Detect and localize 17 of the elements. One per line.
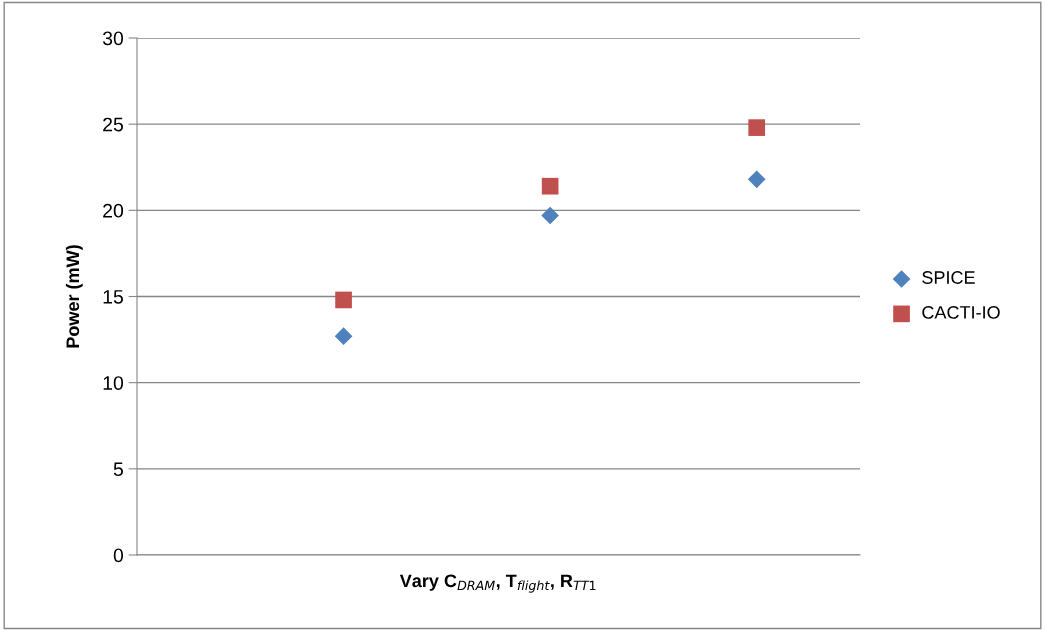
y-tick-label: 15 bbox=[103, 290, 123, 304]
point bbox=[541, 177, 559, 195]
point bbox=[747, 170, 766, 189]
y-axis-title: Power (mW) bbox=[65, 245, 83, 348]
y-tick-label: 20 bbox=[103, 203, 124, 218]
point bbox=[748, 119, 766, 136]
y-tick-label: 10 bbox=[103, 376, 124, 390]
y-tick-label: 25 bbox=[103, 117, 123, 132]
point bbox=[334, 327, 353, 345]
y-tick-label: 0 bbox=[113, 548, 124, 563]
legend-label: SPICE bbox=[922, 271, 975, 284]
legend-label: CACTI-IO bbox=[922, 306, 1000, 319]
x-axis-title: Vary C$_{DRAM}$, T$_{flight}$, R$_{TT1}$ bbox=[399, 574, 596, 593]
y-tick-label: 30 bbox=[102, 31, 124, 46]
point bbox=[335, 291, 352, 309]
point bbox=[541, 206, 559, 225]
y-tick-label: 5 bbox=[113, 462, 123, 477]
